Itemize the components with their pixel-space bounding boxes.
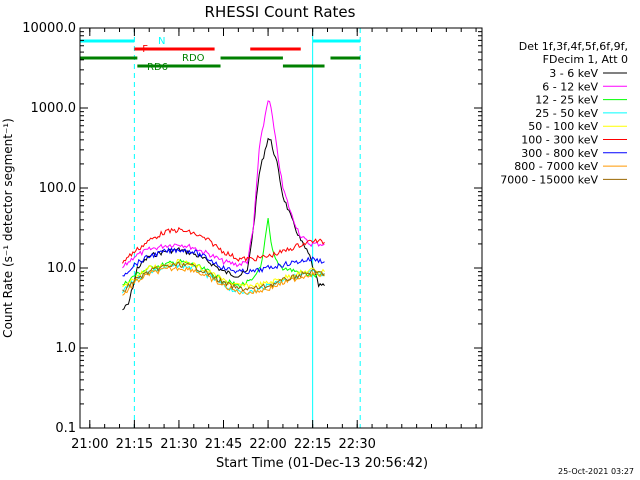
timestamp: 25-Oct-2021 03:27: [558, 467, 634, 476]
axes: 21:00 21:15 21:30 21:45 22:00 22:15 22:30 0.1 1.…: [22, 21, 482, 452]
x-tick-label: 21:45: [205, 437, 242, 452]
x-tick-label: 22:00: [249, 437, 286, 452]
plot-frame: [79, 27, 483, 429]
y-tick-label: 100.0: [39, 181, 76, 196]
y-tick-label: 10.0: [47, 261, 76, 276]
legend-entry-label: 7000 - 15000 keV: [500, 173, 598, 186]
legend-entry-label: 300 - 800 keV: [521, 147, 598, 160]
legend-entry-label: 12 - 25 keV: [535, 94, 598, 107]
flag-label-rd6: RD6: [147, 62, 168, 73]
legend-entry-label: 25 - 50 keV: [535, 107, 598, 120]
vertical-lines: [79, 28, 361, 428]
x-tick-label: 21:00: [71, 437, 108, 452]
series-line-300-800-kev: [122, 247, 325, 277]
flag-label-n: N: [158, 36, 165, 47]
chart-title: RHESSI Count Rates: [205, 3, 356, 21]
series-lines: [122, 100, 325, 311]
legend-entry-label: 50 - 100 keV: [528, 120, 598, 133]
flag-label-f: F: [142, 44, 148, 55]
legend-entry-label: 100 - 300 keV: [521, 134, 598, 147]
y-axis-label: Count Rate (s⁻¹ detector segment⁻¹): [1, 118, 15, 338]
y-tick-label: 1000.0: [31, 101, 77, 116]
legend-entry-label: 3 - 6 keV: [549, 67, 598, 80]
x-tick-label: 21:30: [160, 437, 197, 452]
series-line-3-6-kev: [122, 137, 325, 311]
y-tick-label: 0.1: [55, 421, 76, 436]
series-line-6-12-kev: [122, 100, 325, 269]
legend-header-decimation: FDecim 1, Att 0: [543, 53, 628, 66]
flag-bars: NF RDO RD6: [80, 36, 361, 73]
y-tick-label: 1.0: [55, 341, 76, 356]
legend-entry-label: 6 - 12 keV: [542, 80, 598, 93]
legend-header-detectors: Det 1f,3f,4f,5f,6f,9f,: [519, 40, 628, 53]
flag-label-rdo: RDO: [182, 53, 205, 64]
y-tick-label: 10000.0: [22, 21, 76, 36]
legend: Det 1f,3f,4f,5f,6f,9f, FDecim 1, Att 0 3…: [500, 40, 628, 186]
series-line-100-300-kev: [122, 226, 325, 264]
x-axis-label: Start Time (01-Dec-13 20:56:42): [216, 456, 428, 471]
x-tick-label: 22:15: [294, 437, 331, 452]
series-line-7000-15000-kev: [122, 261, 325, 292]
x-tick-label: 21:15: [116, 437, 153, 452]
legend-entry-label: 800 - 7000 keV: [514, 160, 598, 173]
x-tick-label: 22:30: [338, 437, 375, 452]
